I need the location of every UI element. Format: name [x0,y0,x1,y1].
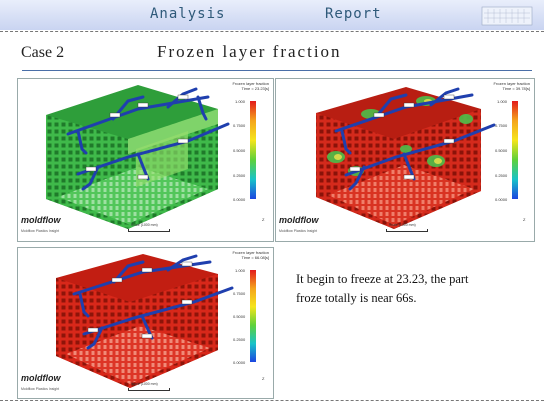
tick-3-0: 1.000 [235,268,246,273]
footer-divider [0,400,544,401]
tick-2-1: 0.7500 [495,123,508,128]
header-analysis: Analysis [150,6,226,22]
axis-triad-2: Z [523,217,526,222]
legend-title-3: Frozen layer fraction Time = 66.08[s] [233,250,269,260]
color-bar-2 [512,101,518,199]
tick-1-3: 0.2500 [233,173,246,178]
header-bar: Analysis Report [0,0,544,30]
thumbnail-graphic [481,6,533,26]
page-title: Frozen layer fraction [157,42,342,61]
legend-time-1: Time = 23.23[s] [241,86,269,91]
color-bar-3 [250,270,256,362]
axis-triad-1: Z [262,217,265,222]
moldflow-sublogo-3: Moldflow Plastics Insight [21,387,60,391]
moldflow-sublogo-2: Moldflow Plastics Insight [279,229,318,233]
legend-name-3: Frozen layer fraction [232,250,269,255]
tick-1-4: 0.0000 [233,197,246,202]
scale-bar-1 [128,229,170,232]
moldflow-logo-1: moldflow [21,215,61,225]
result-panel-1: Frozen layer fraction Time = 23.23[s] 1.… [17,78,274,242]
legend-time-2: Time = 39.78[s] [502,86,530,91]
crate-render-1 [46,85,230,229]
tick-1-2: 0.5000 [233,148,246,153]
tick-2-3: 0.2500 [495,173,508,178]
result-panel-2: Frozen layer fraction Time = 39.78[s] 1.… [275,78,535,242]
header-divider [0,31,544,32]
tick-1-1: 0.7500 [233,123,246,128]
scale-label-3: Scale (1000 mm) [131,382,158,386]
scale-label-2: Scale (1000 mm) [389,223,416,227]
tick-2-2: 0.5000 [495,148,508,153]
scale-label-1: Scale (1000 mm) [131,223,158,227]
tick-1-0: 1.000 [235,99,246,104]
axis-triad-3: Z [262,376,265,381]
legend-time-3: Time = 66.08[s] [241,255,269,260]
scale-bar-2 [386,229,428,232]
result-panel-3: Frozen layer fraction Time = 66.08[s] 1.… [17,247,274,399]
moldflow-logo-3: moldflow [21,373,61,383]
summary-note: It begin to freeze at 23.23, the part fr… [296,272,469,305]
tick-2-0: 1.000 [497,99,508,104]
tick-3-1: 0.7500 [233,291,246,296]
header-report: Report [325,6,382,22]
legend-title-1: Frozen layer fraction Time = 23.23[s] [233,81,269,91]
moldflow-sublogo-1: Moldflow Plastics Insight [21,229,60,233]
scale-bar-3 [128,388,170,391]
legend-title-2: Frozen layer fraction Time = 39.78[s] [494,81,530,91]
tick-3-3: 0.2500 [233,337,246,342]
tick-3-4: 0.0000 [233,360,246,365]
tick-3-2: 0.5000 [233,314,246,319]
crate-render-2 [316,87,496,229]
tick-2-4: 0.0000 [495,197,508,202]
title-rule [22,70,532,71]
crate-render-3 [56,254,234,388]
case-label: Case 2 [21,44,65,61]
moldflow-logo-2: moldflow [279,215,319,225]
legend-name-1: Frozen layer fraction [232,81,269,86]
legend-name-2: Frozen layer fraction [493,81,530,86]
color-bar-1 [250,101,256,199]
